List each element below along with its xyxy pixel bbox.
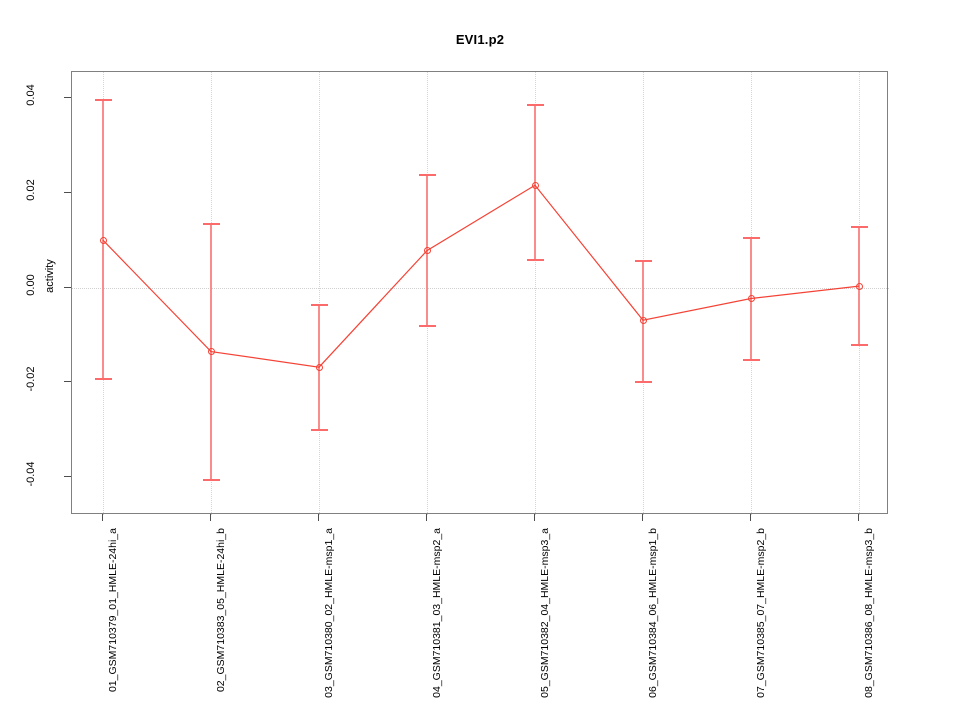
error-bar-lower-cap — [634, 381, 652, 384]
data-point-marker — [99, 236, 107, 244]
x-tick-mark — [102, 514, 103, 521]
data-point-marker — [207, 348, 215, 356]
y-tick-mark — [64, 191, 71, 193]
x-tick-label: 05_GSM710382_04_HMLE-msp3_a — [539, 528, 551, 698]
x-tick-mark — [534, 514, 535, 521]
x-tick-label: 08_GSM710386_08_HMLE-msp3_b — [863, 528, 875, 698]
error-bar-upper-cap — [418, 173, 436, 176]
x-tick-label: 02_GSM710383_05_HMLE-24hi_b — [215, 528, 227, 693]
x-tick-label: 03_GSM710380_02_HMLE-msp1_a — [323, 528, 335, 698]
plot-area — [71, 71, 889, 515]
x-tick-mark — [426, 514, 427, 521]
data-point-marker — [747, 294, 755, 302]
x-tick-mark — [750, 514, 751, 521]
x-tick-mark — [318, 514, 319, 521]
y-tick-mark — [64, 97, 71, 99]
error-bar-upper-cap — [526, 103, 544, 106]
data-point-marker — [531, 181, 539, 189]
data-point-marker — [315, 363, 323, 371]
error-bar-lower-cap — [94, 378, 112, 381]
error-bar-upper-cap — [94, 99, 112, 102]
y-tick-mark — [64, 476, 71, 478]
x-tick-mark — [642, 514, 643, 521]
x-tick-mark — [210, 514, 211, 521]
x-tick-label: 01_GSM710379_01_HMLE-24hi_a — [107, 528, 119, 693]
x-tick-label: 04_GSM710381_03_HMLE-msp2_a — [431, 528, 443, 698]
y-tick-mark — [64, 381, 71, 383]
chart-title: EVI1.p2 — [455, 32, 505, 47]
x-tick-label: 07_GSM710385_07_HMLE-msp2_b — [755, 528, 767, 698]
data-point-marker — [639, 316, 647, 324]
data-point-marker — [855, 282, 863, 290]
y-tick-mark — [64, 286, 71, 288]
error-bar-lower-cap — [202, 479, 220, 482]
x-tick-mark — [858, 514, 859, 521]
error-bar-lower-cap — [310, 428, 328, 431]
x-tick-label: 06_GSM710384_06_HMLE-msp1_b — [647, 528, 659, 698]
data-point-marker — [423, 247, 431, 255]
